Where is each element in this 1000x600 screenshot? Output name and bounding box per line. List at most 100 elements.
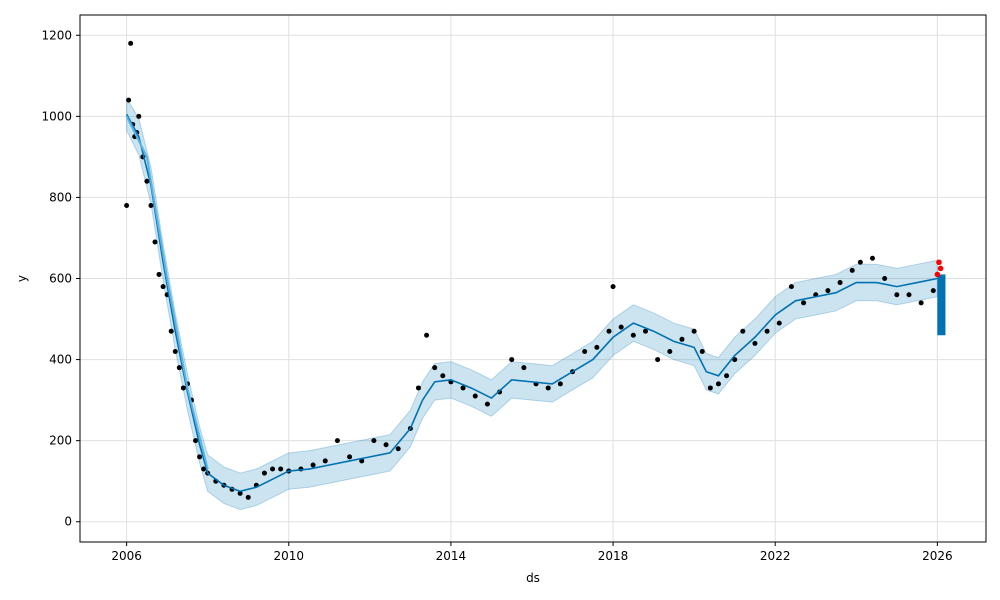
observed-point bbox=[136, 113, 142, 119]
y-axis-label: y bbox=[15, 275, 29, 282]
observed-point bbox=[715, 381, 721, 387]
observed-point bbox=[582, 348, 588, 354]
observed-point bbox=[237, 490, 243, 496]
observed-point bbox=[371, 438, 377, 444]
observed-point bbox=[724, 373, 730, 379]
observed-point bbox=[432, 365, 438, 371]
observed-point bbox=[752, 340, 758, 346]
uncertainty-band bbox=[126, 96, 938, 511]
observed-point bbox=[484, 401, 490, 407]
observed-point bbox=[801, 300, 807, 306]
observed-point bbox=[460, 385, 466, 391]
observed-point bbox=[764, 328, 770, 334]
observed-point bbox=[168, 328, 174, 334]
future-observed-point bbox=[936, 259, 942, 266]
observed-point bbox=[630, 332, 636, 338]
observed-point bbox=[383, 442, 389, 448]
observed-point bbox=[172, 348, 178, 354]
x-axis-label: ds bbox=[526, 571, 540, 585]
observed-point bbox=[776, 320, 782, 326]
observed-point bbox=[334, 438, 340, 444]
observed-point bbox=[679, 336, 685, 342]
observed-point bbox=[557, 381, 563, 387]
y-tick-label: 800 bbox=[49, 190, 72, 204]
observed-point bbox=[193, 438, 199, 444]
observed-point bbox=[126, 97, 132, 103]
observed-point bbox=[857, 259, 863, 265]
observed-point bbox=[930, 288, 936, 294]
y-tick-label: 600 bbox=[49, 272, 72, 286]
observed-point bbox=[152, 239, 158, 245]
observed-point bbox=[128, 40, 134, 46]
x-tick-label: 2022 bbox=[760, 549, 791, 563]
observed-point bbox=[424, 332, 430, 338]
forecast-line bbox=[125, 113, 938, 493]
x-tick-label: 2010 bbox=[273, 549, 304, 563]
x-tick-label: 2026 bbox=[922, 549, 953, 563]
observed-point bbox=[906, 292, 912, 298]
observed-point bbox=[347, 454, 353, 460]
observed-point bbox=[497, 389, 503, 395]
observed-point bbox=[707, 385, 713, 391]
observed-point bbox=[395, 446, 401, 452]
y-tick-label: 400 bbox=[49, 353, 72, 367]
future-layer bbox=[934, 259, 946, 336]
observed-point bbox=[278, 466, 284, 472]
observed-point bbox=[509, 357, 515, 363]
x-axis-ticks: 2006 2010 2014 2018 2022 2026 bbox=[111, 542, 953, 563]
observed-point bbox=[655, 357, 661, 363]
observed-point bbox=[618, 324, 624, 330]
observed-point bbox=[869, 255, 875, 261]
x-tick-label: 2018 bbox=[598, 549, 629, 563]
observed-point bbox=[521, 365, 527, 371]
observed-point bbox=[359, 458, 365, 464]
observed-point bbox=[918, 300, 924, 306]
observed-point bbox=[148, 203, 154, 209]
observed-point bbox=[124, 203, 130, 209]
y-axis-ticks: 0 200 400 600 800 1000 1200 bbox=[41, 28, 80, 529]
observed-point bbox=[197, 454, 203, 460]
observed-point bbox=[201, 466, 207, 472]
future-forecast-block bbox=[937, 274, 946, 336]
observed-point bbox=[788, 284, 794, 290]
observed-point bbox=[606, 328, 612, 334]
observed-point bbox=[322, 458, 328, 464]
y-tick-label: 0 bbox=[64, 515, 72, 529]
observed-point bbox=[642, 328, 648, 334]
observed-point bbox=[472, 393, 478, 399]
observed-point bbox=[160, 284, 166, 290]
observed-point bbox=[691, 328, 697, 334]
observed-point bbox=[261, 470, 267, 476]
future-observed-point bbox=[934, 271, 941, 278]
observed-point bbox=[740, 328, 746, 334]
observed-point bbox=[176, 365, 182, 371]
y-tick-label: 1000 bbox=[41, 109, 72, 123]
x-tick-label: 2014 bbox=[436, 549, 467, 563]
observed-point bbox=[310, 462, 316, 468]
observed-point bbox=[440, 373, 446, 379]
observed-point bbox=[270, 466, 276, 472]
observed-point bbox=[667, 348, 673, 354]
observed-point bbox=[245, 494, 251, 500]
observed-point bbox=[825, 288, 831, 294]
observed-point bbox=[144, 178, 150, 184]
uncertainty-band-layer bbox=[126, 96, 938, 511]
observed-point bbox=[837, 280, 843, 286]
observed-point bbox=[594, 344, 600, 350]
observed-points-layer bbox=[124, 40, 936, 500]
observed-point bbox=[545, 385, 551, 391]
observed-point bbox=[882, 276, 888, 281]
observed-point bbox=[894, 292, 900, 298]
observed-point bbox=[156, 271, 162, 277]
observed-point bbox=[180, 385, 186, 391]
observed-point bbox=[849, 267, 855, 273]
observed-point bbox=[610, 284, 616, 290]
forecast-line-layer bbox=[125, 113, 938, 493]
x-tick-label: 2006 bbox=[111, 549, 142, 563]
observed-point bbox=[415, 385, 421, 391]
trend-overlay-line bbox=[125, 115, 209, 470]
observed-point bbox=[699, 348, 705, 354]
future-observed-point bbox=[937, 265, 944, 272]
y-tick-label: 1200 bbox=[41, 28, 72, 42]
